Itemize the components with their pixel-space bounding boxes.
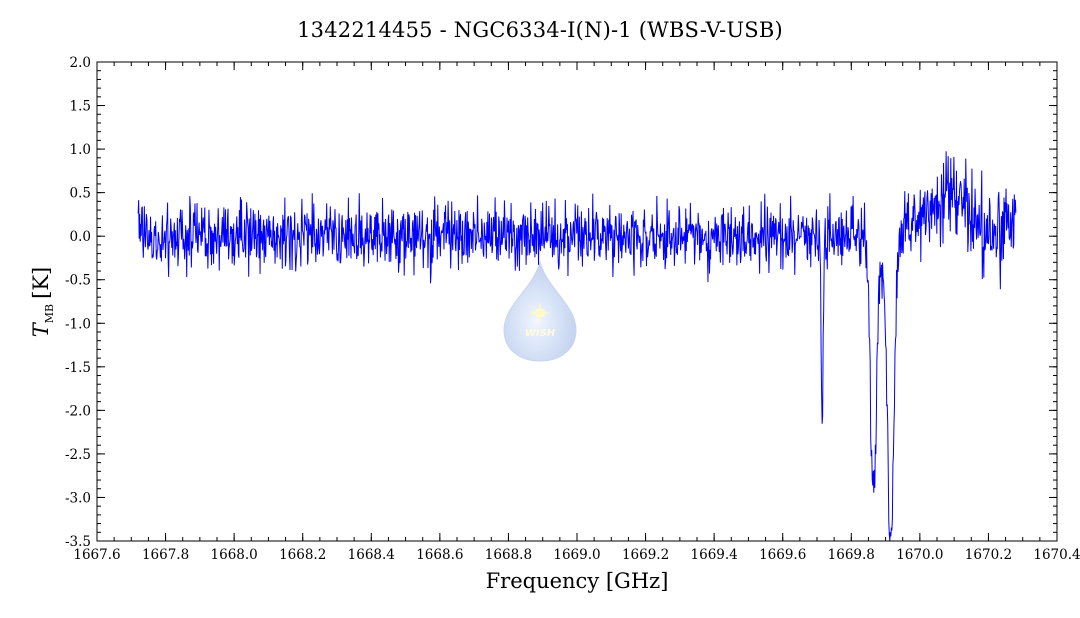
x-tick-label: 1668.0 — [211, 547, 258, 563]
y-tick-label: 0.0 — [70, 229, 91, 245]
x-tick-label: 1670.2 — [965, 547, 1012, 563]
x-tick-label: 1669.0 — [553, 547, 600, 563]
y-axis-title: TMB [K] — [29, 267, 56, 337]
x-tick-label: 1668.4 — [348, 547, 395, 563]
x-tick-label: 1670.0 — [896, 547, 943, 563]
y-tick-label: -2.5 — [65, 447, 91, 463]
x-tick-label: 1668.8 — [485, 547, 532, 563]
x-tick-label: 1669.6 — [759, 547, 806, 563]
x-tick-label: 1667.6 — [73, 547, 120, 563]
y-axis-title-sub: MB — [43, 304, 56, 323]
y-tick-label: 1.0 — [70, 142, 91, 158]
y-axis-title-main: T — [29, 321, 53, 337]
spectrum-series-line — [137, 151, 1017, 541]
y-axis-title-unit: [K] — [29, 267, 53, 299]
y-tick-label: 0.5 — [70, 186, 91, 202]
x-tick-label: 1668.2 — [279, 547, 326, 563]
y-tick-label: 2.0 — [70, 55, 91, 71]
x-axis-title: Frequency [GHz] — [486, 569, 669, 593]
x-tick-label: 1669.4 — [691, 547, 738, 563]
plot-frame — [96, 61, 1058, 542]
chart-title: 1342214455 - NGC6334-I(N)-1 (WBS-V-USB) — [297, 18, 783, 42]
watermark-text: WISH — [525, 328, 556, 339]
y-tick-label: -3.0 — [65, 490, 91, 506]
x-tick-label: 1667.8 — [142, 547, 189, 563]
y-tick-label: -1.0 — [65, 316, 91, 332]
y-tick-label: -0.5 — [65, 273, 91, 289]
y-tick-label: -3.5 — [65, 534, 91, 550]
star-icon — [529, 302, 551, 324]
wish-watermark-logo: WISH — [503, 260, 577, 362]
x-tick-label: 1670.4 — [1033, 547, 1080, 563]
y-tick-label: 1.5 — [70, 99, 91, 115]
svg-text:TMB[K]: TMB [K] — [29, 267, 56, 337]
y-tick-label: -2.0 — [65, 403, 91, 419]
x-tick-label: 1669.8 — [828, 547, 875, 563]
x-tick-label: 1668.6 — [416, 547, 463, 563]
x-tick-label: 1669.2 — [622, 547, 669, 563]
y-tick-label: -1.5 — [65, 360, 91, 376]
